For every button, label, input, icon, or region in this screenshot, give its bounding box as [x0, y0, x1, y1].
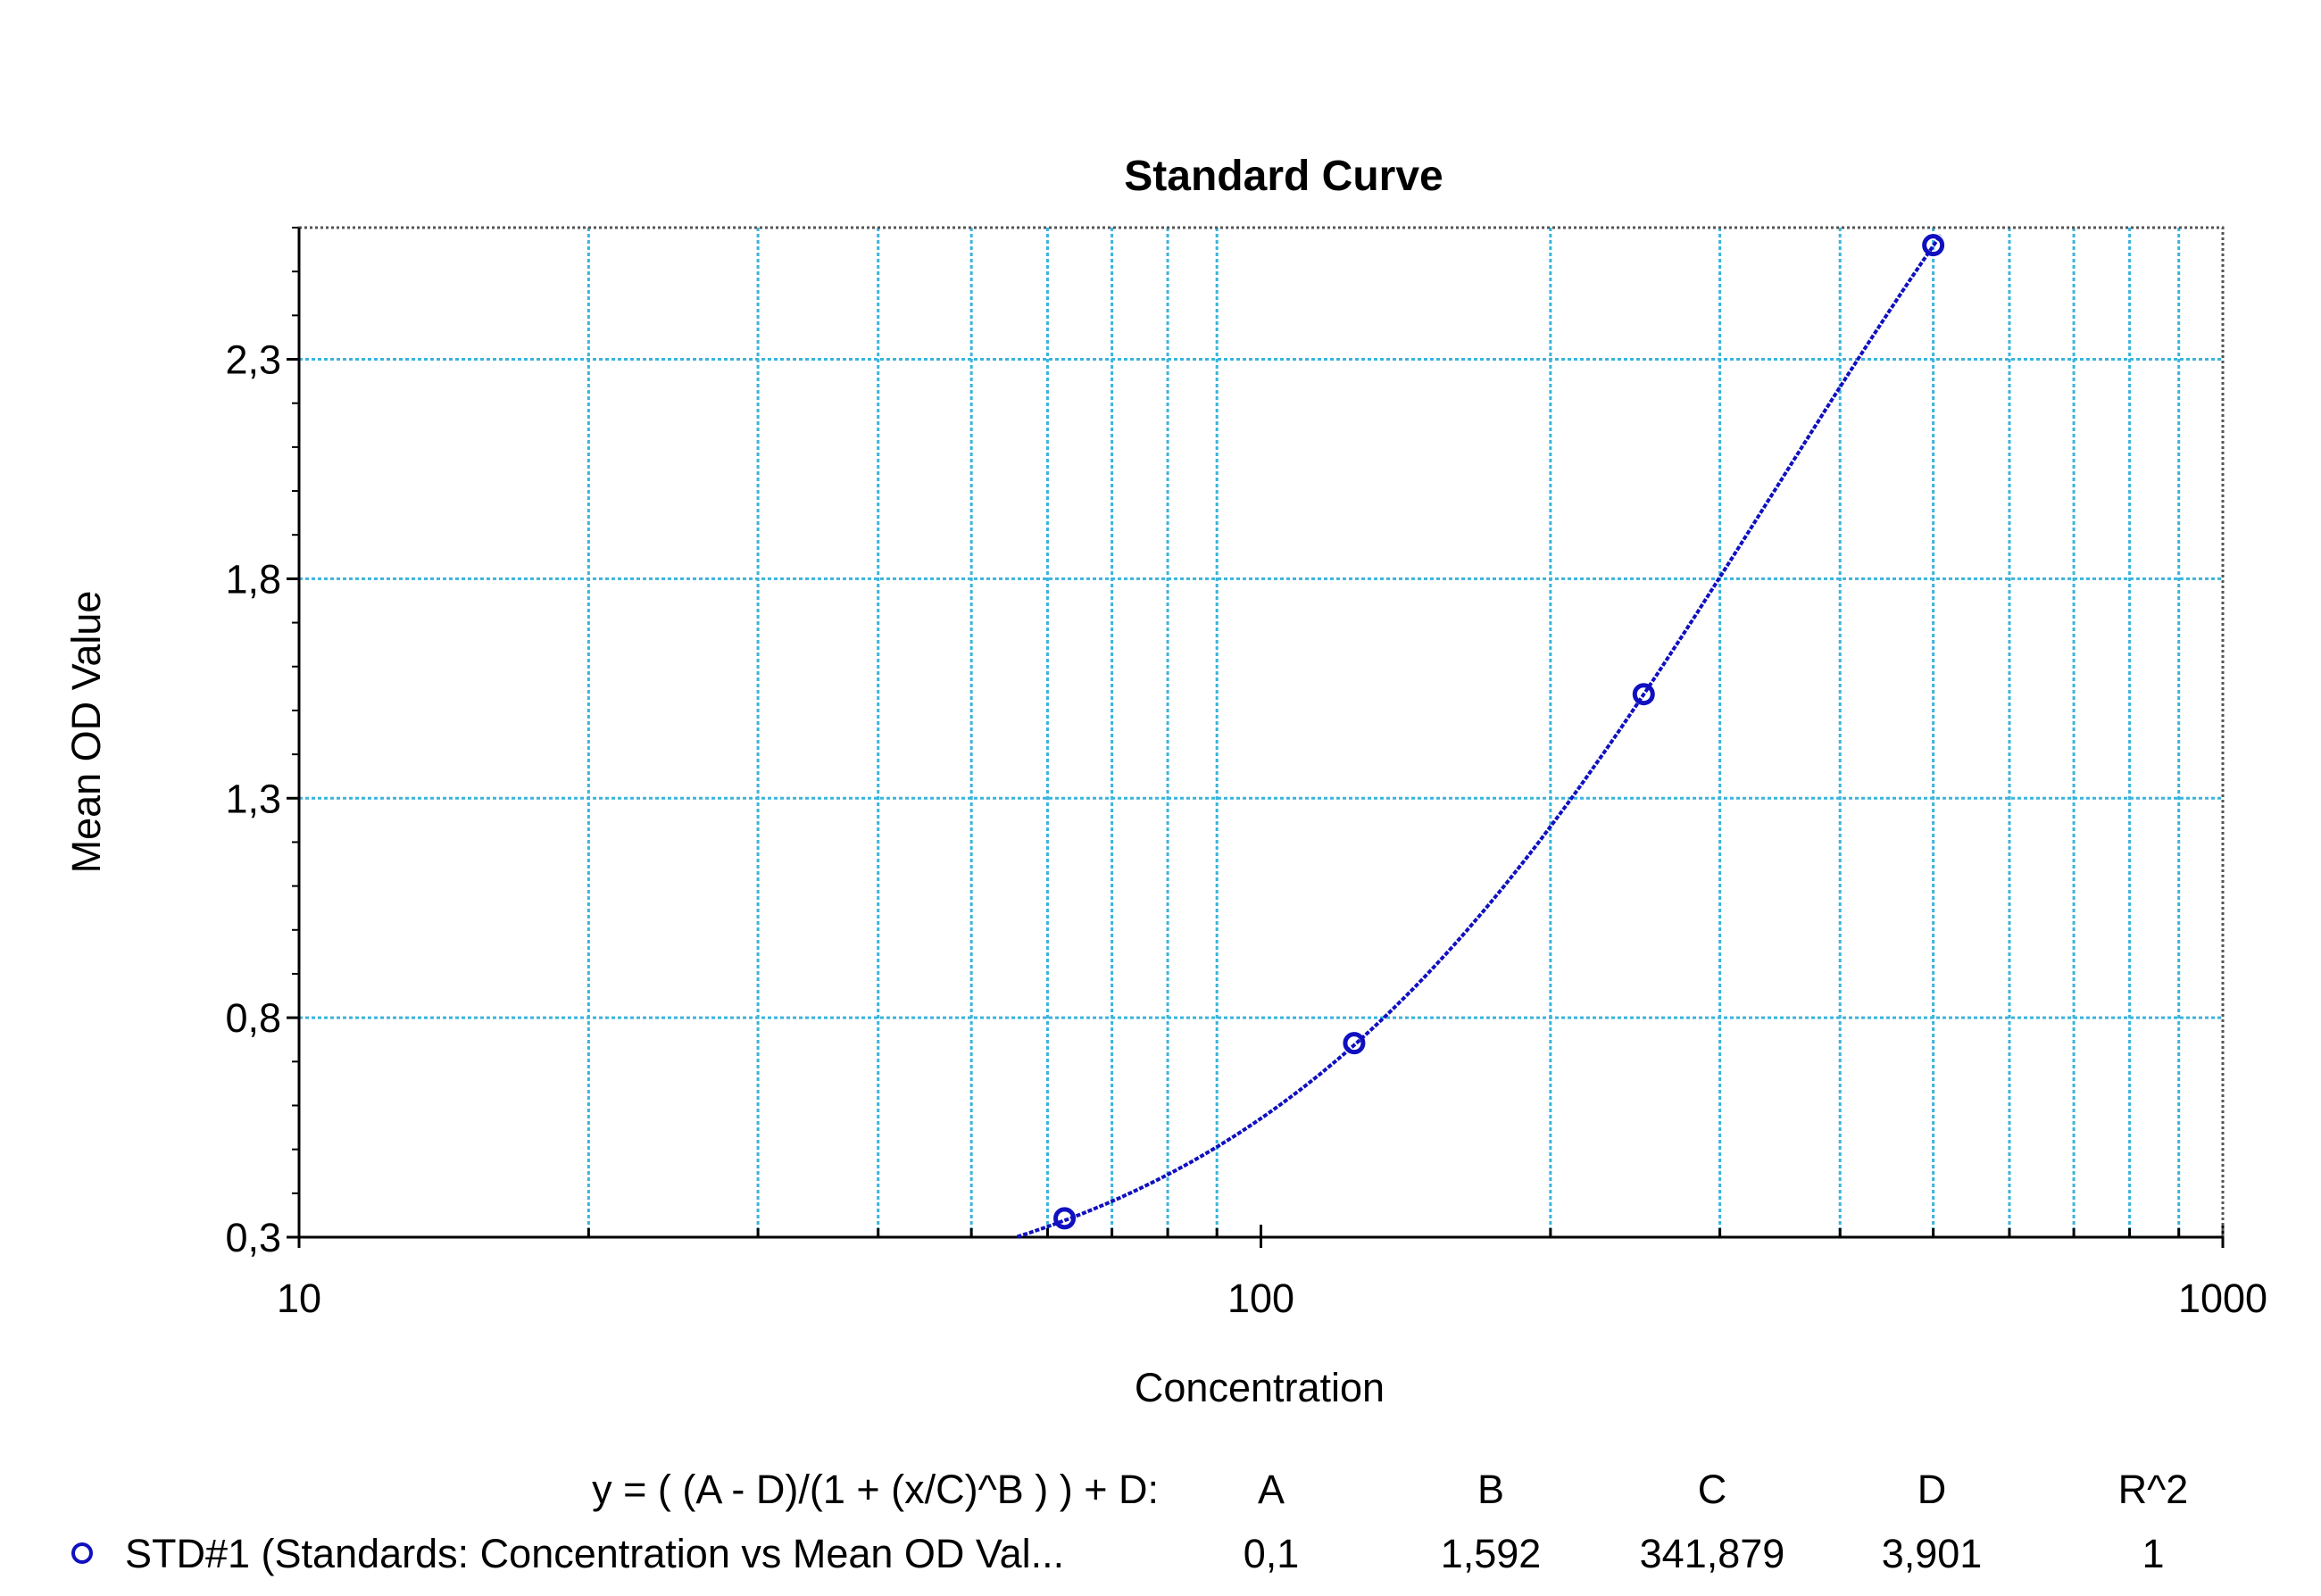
fit-equation: y = ( (A - D)/(1 + (x/C)^B ) ) + D:	[592, 1467, 1159, 1512]
param-header-c: C	[1698, 1467, 1727, 1512]
y-tick-label: 0,8	[225, 995, 281, 1041]
data-points	[1053, 234, 1945, 1230]
x-tick-label: 100	[1227, 1276, 1294, 1321]
param-value-d: 3,901	[1882, 1531, 1983, 1576]
y-axis-label: Mean OD Value	[63, 591, 109, 874]
data-point	[1053, 1207, 1077, 1230]
axes	[287, 226, 2225, 1248]
param-value-c: 341,879	[1640, 1531, 1785, 1576]
tick-labels: 10 100 1000 0,3 0,8 1,3 1,8 2,3	[225, 337, 2267, 1321]
fit-curve	[1016, 234, 1942, 1239]
y-tick-label: 0,3	[225, 1215, 281, 1260]
x-axis-label: Concentration	[1135, 1365, 1385, 1410]
chart-title: Standard Curve	[1124, 153, 1443, 200]
y-tick-label: 2,3	[225, 337, 281, 383]
y-tick-label: 1,8	[225, 556, 281, 602]
param-header-r2: R^2	[2118, 1467, 2189, 1512]
data-point	[1632, 683, 1655, 706]
legend-marker-icon	[71, 1542, 93, 1564]
y-tick-label: 1,3	[225, 776, 281, 821]
param-value-b: 1,592	[1441, 1531, 1542, 1576]
x-tick-label: 10	[277, 1276, 321, 1321]
param-value-r2: 1	[2142, 1531, 2164, 1576]
param-header-a: A	[1258, 1467, 1285, 1512]
legend-series-name: STD#1 (Standards: Concentration vs Mean …	[125, 1531, 1064, 1576]
fit-curve-group	[1016, 234, 1942, 1239]
param-header-d: D	[1918, 1467, 1947, 1512]
param-header-b: B	[1477, 1467, 1504, 1512]
param-value-a: 0,1	[1244, 1531, 1300, 1576]
legend: y = ( (A - D)/(1 + (x/C)^B ) ) + D: A B …	[71, 1467, 2189, 1576]
data-point	[1343, 1032, 1366, 1055]
data-point	[1922, 234, 1945, 257]
x-tick-label: 1000	[2178, 1276, 2267, 1321]
